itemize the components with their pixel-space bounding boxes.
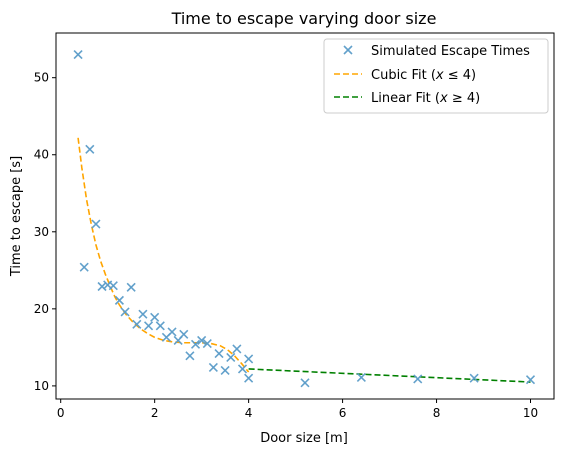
legend-label-linear-var: x <box>439 91 448 106</box>
legend-entry-scatter: Simulated Escape Times <box>344 44 530 59</box>
x-tick-label: 8 <box>433 406 441 420</box>
legend: Simulated Escape Times Cubic Fit (x ≤ 4)… <box>324 39 548 113</box>
x-tick-label: 6 <box>339 406 347 420</box>
chart-title: Time to escape varying door size <box>171 9 437 28</box>
legend-label-linear-main: Linear Fit ( <box>371 91 440 106</box>
legend-label-linear: Linear Fit (x ≥ 4) <box>371 91 480 106</box>
legend-label-cubic-main: Cubic Fit ( <box>371 68 436 83</box>
y-axis-label: Time to escape [s] <box>9 156 24 277</box>
y-tick-label: 30 <box>34 225 49 239</box>
x-tick-label: 0 <box>57 406 65 420</box>
y-tick-label: 40 <box>34 148 49 162</box>
y-tick-label: 10 <box>34 379 49 393</box>
y-tick-label: 50 <box>34 71 49 85</box>
legend-label-cubic-op: ≤ 4) <box>444 68 477 83</box>
legend-label-cubic: Cubic Fit (x ≤ 4) <box>371 68 476 83</box>
x-tick-label: 2 <box>151 406 159 420</box>
legend-label-linear-op: ≥ 4) <box>448 91 481 106</box>
x-tick-label: 10 <box>523 406 538 420</box>
x-axis-label: Door size [m] <box>260 431 348 446</box>
y-tick-label: 20 <box>34 302 49 316</box>
legend-label-cubic-var: x <box>435 68 444 83</box>
x-tick-label: 4 <box>245 406 253 420</box>
legend-label-scatter: Simulated Escape Times <box>371 44 530 59</box>
